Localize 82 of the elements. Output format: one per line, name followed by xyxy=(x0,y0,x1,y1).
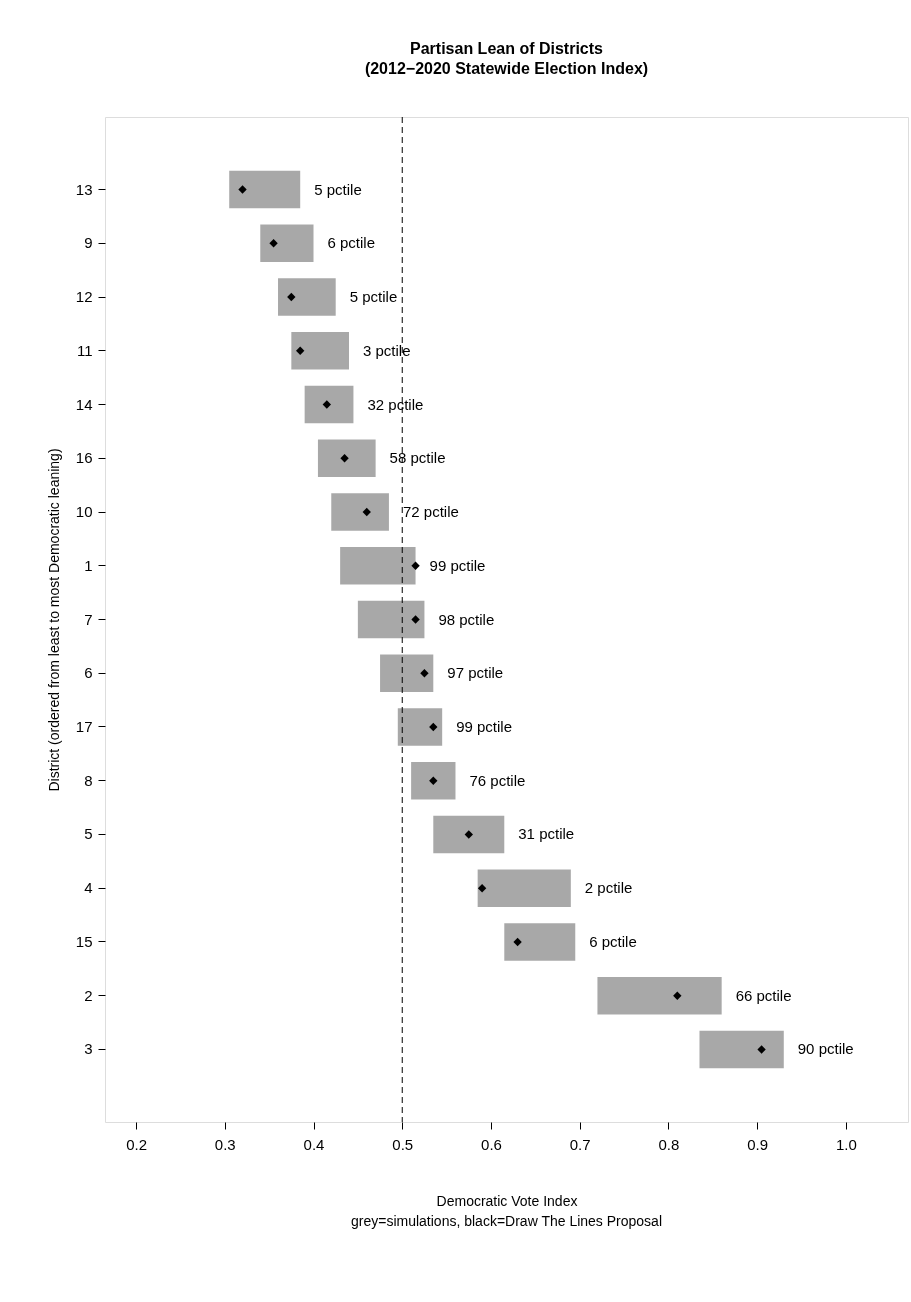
y-tick-label: 13 xyxy=(75,180,93,198)
bar xyxy=(331,493,389,531)
bar xyxy=(504,923,576,961)
annotation: 97 pctile xyxy=(447,664,504,682)
x-axis-title: Democratic Vote Index xyxy=(436,1192,578,1209)
x-tick-label: 0.3 xyxy=(214,1135,236,1153)
y-tick-label: 12 xyxy=(75,288,93,306)
bar xyxy=(477,869,571,908)
y-tick-label: 6 xyxy=(84,664,93,682)
bar xyxy=(291,331,350,370)
bar xyxy=(433,815,505,854)
annotation: 76 pctile xyxy=(469,771,526,789)
x-tick-label: 0.8 xyxy=(658,1135,680,1153)
chart-subtitle: (2012−2020 Statewide Election Index) xyxy=(364,59,649,77)
y-tick-label: 17 xyxy=(75,717,93,735)
x-tick-label: 0.4 xyxy=(303,1135,325,1153)
text: grey=simulations, black=Draw The Lines Proposal xyxy=(350,1213,663,1229)
point xyxy=(411,561,420,570)
point xyxy=(411,615,420,624)
annotation: 5 pctile xyxy=(314,180,362,198)
bar xyxy=(229,170,301,209)
bar xyxy=(340,546,416,585)
point xyxy=(429,722,438,732)
point xyxy=(429,776,438,785)
annotation: 98 pctile xyxy=(438,610,495,628)
point xyxy=(477,884,487,893)
x-tick-label: 1.0 xyxy=(835,1135,857,1153)
y-tick-label: 2 xyxy=(84,986,93,1004)
bar xyxy=(260,224,314,263)
bar xyxy=(411,761,456,800)
bar xyxy=(317,439,376,478)
x-tick-label: 0.5 xyxy=(392,1135,414,1153)
annotation: 31 pctile xyxy=(518,825,575,843)
y-tick-label: 11 xyxy=(76,341,93,359)
y-tick-label: 3 xyxy=(84,1040,93,1058)
x-tick-label: 0.2 xyxy=(126,1135,147,1153)
annotation: 3 pctile xyxy=(363,341,411,359)
y-tick-label: 8 xyxy=(84,771,93,789)
x-tick-label: 0.9 xyxy=(747,1135,769,1153)
bar xyxy=(699,1030,784,1069)
bar xyxy=(397,708,443,746)
y-tick-label: 5 xyxy=(84,825,93,843)
y-tick-label: 16 xyxy=(75,449,93,467)
y-axis-title: District (ordered from least to most Democratic leaning) xyxy=(45,448,62,792)
point xyxy=(513,937,522,947)
point xyxy=(269,239,278,248)
point xyxy=(340,454,349,463)
annotation: 90 pctile xyxy=(797,1040,854,1058)
point xyxy=(296,346,305,355)
point xyxy=(287,292,296,302)
annotation: 72 pctile xyxy=(402,503,459,521)
y-tick-label: 4 xyxy=(84,879,93,897)
y-tick-label: 7 xyxy=(84,610,93,628)
point xyxy=(757,1045,766,1054)
y-tick-label: 1 xyxy=(84,556,93,574)
y-tick-label: 15 xyxy=(75,932,93,950)
annotation: 2 pctile xyxy=(584,879,633,897)
y-tick-label: 9 xyxy=(84,234,93,252)
bar xyxy=(278,278,336,316)
annotation: 66 pctile xyxy=(735,986,792,1004)
x-tick-label: 0.6 xyxy=(481,1135,502,1153)
annotation: 99 pctile xyxy=(429,556,486,574)
chart-title: Partisan Lean of Districts xyxy=(410,39,604,57)
bar xyxy=(597,976,722,1015)
annotation: 6 pctile xyxy=(589,932,637,950)
point xyxy=(362,507,371,517)
annotation: 99 pctile xyxy=(456,717,513,735)
bar xyxy=(357,600,425,639)
point xyxy=(322,400,332,409)
x-tick-label: 0.7 xyxy=(569,1135,591,1153)
y-tick-label: 10 xyxy=(75,503,93,521)
annotation: 6 pctile xyxy=(327,234,376,252)
point xyxy=(238,185,247,194)
bar xyxy=(304,385,354,424)
annotation: 5 pctile xyxy=(349,288,398,306)
annotation: 32 pctile xyxy=(367,395,424,413)
bar xyxy=(380,654,434,693)
annotation: 58 pctile xyxy=(389,449,446,467)
y-tick-label: 14 xyxy=(75,395,93,413)
point xyxy=(673,991,682,1000)
point xyxy=(464,830,473,839)
point xyxy=(420,669,429,678)
